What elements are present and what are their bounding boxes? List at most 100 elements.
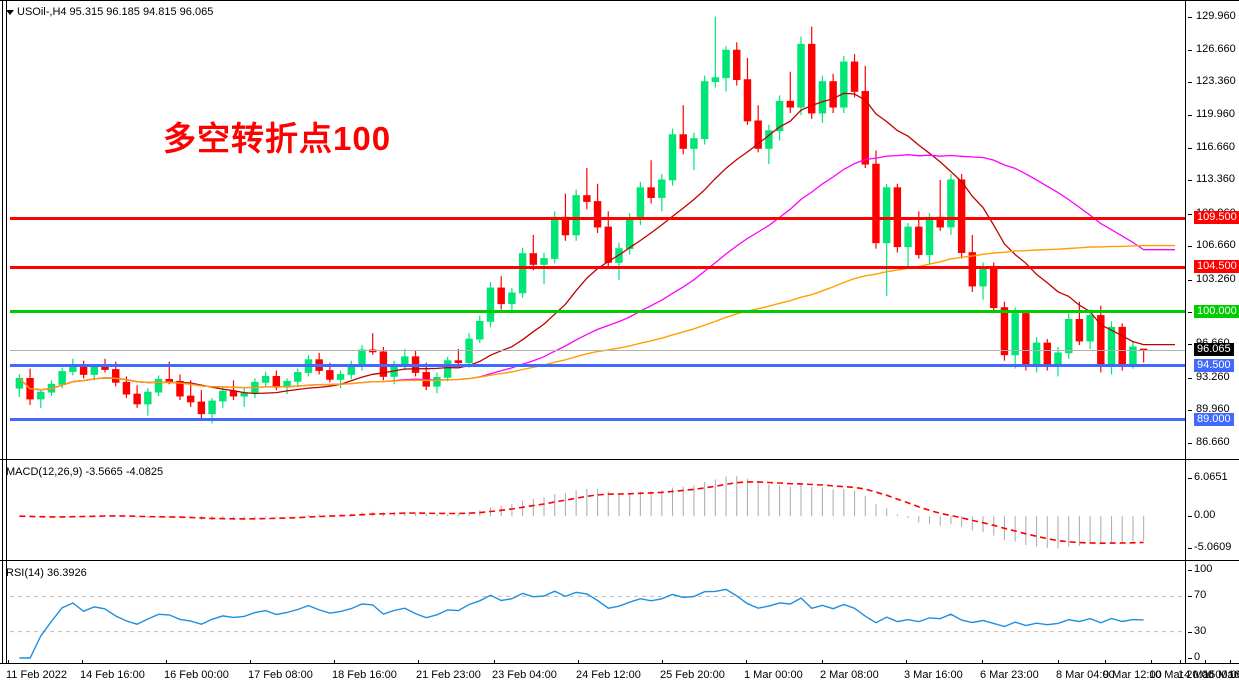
rsi-indicator-label: RSI(14) 36.3926 (6, 567, 87, 579)
support-1-tag: 94.500 (1194, 359, 1234, 372)
rsi-axis-label: 30 (1194, 625, 1207, 637)
time-tick (82, 660, 83, 664)
time-tick (418, 660, 419, 664)
time-axis-label: 16 Feb 00:00 (164, 669, 229, 681)
rsi-tick (1188, 632, 1192, 633)
triangle-down-icon[interactable] (6, 9, 14, 15)
price-tick (1188, 246, 1192, 247)
current-price-line (10, 350, 1185, 351)
price-tick (1188, 115, 1192, 116)
rsi-pane (10, 588, 1183, 659)
time-axis-label: 2 Mar 08:00 (820, 669, 879, 681)
price-tick (1188, 312, 1192, 313)
support-line-89000 (10, 418, 1185, 421)
price-tick (1188, 344, 1192, 345)
price-tick (1188, 50, 1192, 51)
rsi-tick (1188, 596, 1192, 597)
macd-axis-label: 0.00 (1194, 509, 1216, 521)
time-tick (1151, 660, 1152, 664)
resistance-1-tag: 109.500 (1194, 211, 1239, 224)
time-axis-label: 23 Feb 04:00 (492, 669, 557, 681)
price-axis-label: 126.660 (1196, 43, 1236, 55)
symbol-header-text: USOil-,H4 95.315 96.185 94.815 96.065 (17, 6, 214, 18)
price-tick (1188, 148, 1192, 149)
price-tick (1188, 17, 1192, 18)
time-axis-top-border (0, 663, 1239, 664)
time-axis-label: 16 Mar 16:00 (1228, 669, 1239, 681)
macd-pane (19, 476, 1145, 549)
time-tick (166, 660, 167, 664)
time-tick (578, 660, 579, 664)
current-price-tag: 96.065 (1194, 343, 1234, 356)
time-tick (1058, 660, 1059, 664)
time-axis-label: 1 Mar 00:00 (744, 669, 803, 681)
price-axis-label: 89.960 (1196, 403, 1230, 415)
time-axis-label: 8 Mar 04:00 (1056, 669, 1115, 681)
price-axis-label: 93.260 (1196, 371, 1230, 383)
time-axis-label: 21 Feb 23:00 (416, 669, 481, 681)
time-axis-label: 14 Feb 16:00 (80, 669, 145, 681)
time-tick (906, 660, 907, 664)
time-axis-label: 6 Mar 23:00 (980, 669, 1039, 681)
price-axis-label: 113.360 (1196, 173, 1235, 185)
price-tick (1188, 82, 1192, 83)
chart-annotation: 多空转折点100 (163, 120, 392, 157)
price-tick (1188, 378, 1192, 379)
price-tick (1188, 443, 1192, 444)
price-pane (15, 16, 1175, 424)
time-axis-label: 9 Mar 12:00 (1103, 669, 1162, 681)
frame-left-outer (2, 0, 3, 663)
price-axis-label: 106.660 (1196, 239, 1236, 251)
time-axis-label: 15 Mar 08:00 (1203, 669, 1239, 681)
macd-axis-label: 6.0651 (1194, 471, 1228, 483)
symbol-header[interactable]: USOil-,H4 95.315 96.185 94.815 96.065 (6, 6, 213, 18)
price-axis-label: 129.960 (1196, 10, 1236, 22)
time-axis-label: 3 Mar 16:00 (904, 669, 963, 681)
pivot-line-100000 (10, 310, 1185, 313)
price-tick (1188, 214, 1192, 215)
time-axis-label: 18 Feb 16:00 (332, 669, 397, 681)
support-2-tag: 89.000 (1194, 413, 1234, 426)
time-tick (334, 660, 335, 664)
time-tick (662, 660, 663, 664)
rsi-axis-label: 0 (1194, 651, 1201, 663)
resistance-line-109500 (10, 217, 1185, 220)
rsi-pane-top-border (0, 560, 1239, 561)
frame-top (0, 0, 1239, 1)
price-tick (1188, 280, 1192, 281)
price-axis-label: 116.660 (1196, 141, 1235, 153)
time-tick (8, 660, 9, 664)
time-axis-label: 11 Feb 2022 (6, 669, 67, 681)
time-axis-label: 17 Feb 08:00 (248, 669, 313, 681)
time-tick (1180, 660, 1181, 664)
price-axis-label: 123.360 (1196, 75, 1236, 87)
time-axis-label: 14 Mar 00:00 (1178, 669, 1239, 681)
macd-indicator-label: MACD(12,26,9) -3.5665 -4.0825 (6, 466, 164, 478)
macd-tick (1188, 548, 1192, 549)
macd-tick (1188, 516, 1192, 517)
time-tick (746, 660, 747, 664)
time-tick (494, 660, 495, 664)
resistance-2-tag: 104.500 (1194, 260, 1239, 273)
rsi-axis-label: 70 (1194, 589, 1207, 601)
frame-left-inner (6, 0, 7, 663)
time-tick (982, 660, 983, 664)
rsi-tick (1188, 658, 1192, 659)
time-tick (1205, 660, 1206, 664)
macd-pane-top-border (0, 459, 1239, 460)
price-tick (1188, 180, 1192, 181)
pivot-tag: 100.000 (1194, 305, 1239, 318)
price-axis-line (1185, 0, 1186, 663)
macd-axis-label: -5.0609 (1194, 541, 1232, 553)
time-tick (1105, 660, 1106, 664)
time-axis-label: 24 Feb 12:00 (576, 669, 641, 681)
rsi-tick (1188, 570, 1192, 571)
price-axis-label: 86.660 (1196, 436, 1230, 448)
time-tick (250, 660, 251, 664)
macd-tick (1188, 478, 1192, 479)
resistance-line-104500 (10, 266, 1185, 269)
time-tick (822, 660, 823, 664)
time-axis-label: 10 Mar 20:00 (1149, 669, 1214, 681)
time-tick (1230, 660, 1231, 664)
